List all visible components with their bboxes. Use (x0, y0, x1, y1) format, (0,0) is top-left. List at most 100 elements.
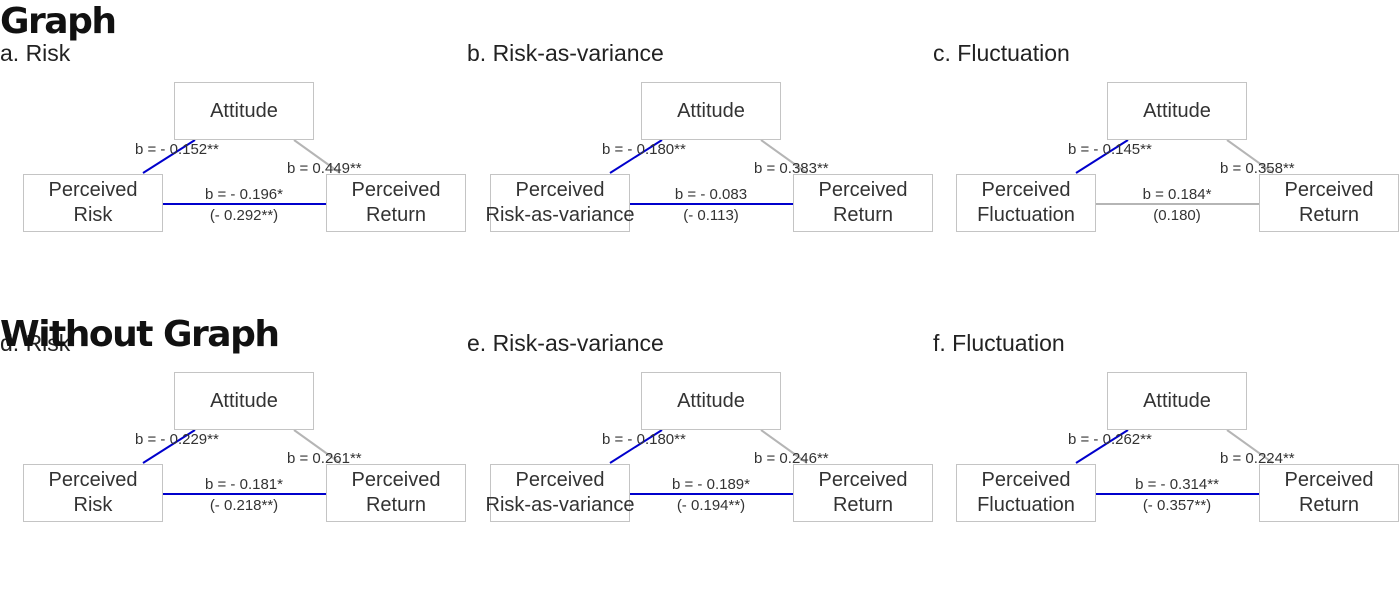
node-label: Attitude (677, 389, 745, 412)
node-label-line1: Perceived (1284, 469, 1374, 491)
coef-c-direct: b = - 0.314** (1135, 476, 1219, 493)
panel-title: a. Risk (0, 40, 71, 66)
node-label-line1: Perceived (981, 469, 1071, 491)
path-edges (1075, 429, 1274, 495)
coef-a: b = - 0.145** (1068, 141, 1152, 158)
node-mediator: Attitude (174, 82, 314, 140)
edge-b (760, 139, 808, 174)
node-label-line1: Perceived (48, 469, 138, 491)
node-mediator: Attitude (1107, 372, 1247, 430)
node-predictor: Perceived Risk (23, 174, 163, 232)
node-mediator: Attitude (1107, 82, 1247, 140)
section-title-graph: Graph (0, 1, 117, 42)
path-edges (609, 429, 808, 495)
node-label: Attitude (210, 99, 278, 122)
node-label-line1: Perceived (818, 469, 908, 491)
path-edges (142, 429, 341, 495)
edge-a (609, 429, 663, 464)
coef-c-direct: b = 0.184* (1142, 186, 1212, 203)
node-mediator: Attitude (174, 372, 314, 430)
node-label-line2: Return (832, 494, 894, 516)
node-outcome: Perceived Return (326, 464, 466, 522)
node-label-line1: Perceived (818, 179, 908, 201)
node-label-line2: Return (1298, 494, 1360, 516)
node-label-line1: Perceived (1284, 179, 1374, 201)
node-label-line2: Risk-as-variance (485, 204, 635, 226)
panel-title: f. Fluctuation (933, 330, 1065, 356)
node-mediator: Attitude (641, 82, 781, 140)
coef-b: b = 0.358** (1220, 160, 1295, 177)
node-outcome: Perceived Return (1259, 464, 1399, 522)
coef-c-direct: b = - 0.189* (672, 476, 750, 493)
node-label: Attitude (1143, 389, 1211, 412)
node-outcome: Perceived Return (326, 174, 466, 232)
edge-b (1226, 139, 1274, 174)
coef-a: b = - 0.180** (602, 141, 686, 158)
node-outcome: Perceived Return (1259, 174, 1399, 232)
edge-a (1075, 429, 1129, 464)
section-title-without-graph: Without Graph (0, 314, 280, 355)
node-predictor: Perceived Fluctuation (956, 464, 1096, 522)
node-label-line2: Fluctuation (977, 204, 1075, 226)
node-outcome: Perceived Return (793, 174, 933, 232)
coef-b: b = 0.449** (287, 160, 362, 177)
panel-title: b. Risk-as-variance (467, 40, 664, 66)
coef-b: b = 0.224** (1220, 450, 1295, 467)
node-mediator: Attitude (641, 372, 781, 430)
coef-c-total: (- 0.357**) (1142, 497, 1212, 514)
panel-a-risk: a. Risk Attitude Perceived Risk Perceived… (0, 40, 466, 292)
node-label-line2: Return (365, 494, 427, 516)
coef-c-total: (- 0.218**) (209, 497, 279, 514)
node-predictor: Perceived Risk-as-variance (486, 464, 634, 522)
node-label-line2: Return (832, 204, 894, 226)
panel-c-fluctuation: c. Fluctuation Attitude Perceived Fluctua… (933, 40, 1399, 292)
panel-title: c. Fluctuation (933, 40, 1070, 66)
path-edges (1075, 139, 1274, 205)
coef-b: b = 0.383** (754, 160, 829, 177)
coef-c-direct: b = - 0.181* (205, 476, 283, 493)
path-edges (609, 139, 808, 205)
edge-a (142, 139, 196, 174)
coef-c-total: (0.180) (1153, 207, 1201, 224)
node-label: Attitude (677, 99, 745, 122)
coef-c-total: (- 0.292**) (209, 207, 279, 224)
node-label-line2: Risk (73, 494, 113, 516)
edge-b (760, 429, 808, 464)
panel-b-risk-as-variance: b. Risk-as-variance Attitude Perceived Ri… (467, 40, 933, 292)
coef-c-total: (- 0.113) (683, 207, 739, 224)
coef-c-direct: b = - 0.196* (205, 186, 283, 203)
coef-a: b = - 0.180** (602, 431, 686, 448)
edge-a (142, 429, 196, 464)
edge-a (609, 139, 663, 174)
coef-a: b = - 0.152** (135, 141, 219, 158)
node-label-line1: Perceived (351, 469, 441, 491)
coef-a: b = - 0.229** (135, 431, 219, 448)
path-edges (142, 139, 341, 205)
panel-f-fluctuation: f. Fluctuation Attitude Perceived Fluctua… (933, 330, 1399, 582)
edge-a (1075, 139, 1129, 174)
node-label-line2: Fluctuation (977, 494, 1075, 516)
node-label: Attitude (210, 389, 278, 412)
coef-b: b = 0.261** (287, 450, 362, 467)
node-label: Attitude (1143, 99, 1211, 122)
edge-b (1226, 429, 1274, 464)
node-label-line1: Perceived (515, 469, 605, 491)
edge-b (293, 139, 341, 174)
node-label-line1: Perceived (351, 179, 441, 201)
panel-title: d. Risk (0, 330, 71, 356)
node-predictor: Perceived Fluctuation (956, 174, 1096, 232)
coef-a: b = - 0.262** (1068, 431, 1152, 448)
coef-c-direct: b = - 0.083 (674, 186, 748, 203)
edge-b (293, 429, 341, 464)
panel-e-risk-as-variance: e. Risk-as-variance Attitude Perceived Ri… (467, 332, 933, 582)
node-label-line2: Risk-as-variance (485, 494, 635, 516)
node-predictor: Perceived Risk (23, 464, 163, 522)
node-predictor: Perceived Risk-as-variance (486, 174, 634, 232)
node-label-line2: Return (365, 204, 427, 226)
node-label-line2: Return (1298, 204, 1360, 226)
panel-d-risk: d. Risk Attitude Perceived Risk Perceived… (0, 330, 466, 582)
coef-b: b = 0.246** (754, 450, 829, 467)
node-label-line2: Risk (73, 204, 113, 226)
node-outcome: Perceived Return (793, 464, 933, 522)
node-label-line1: Perceived (48, 179, 138, 201)
